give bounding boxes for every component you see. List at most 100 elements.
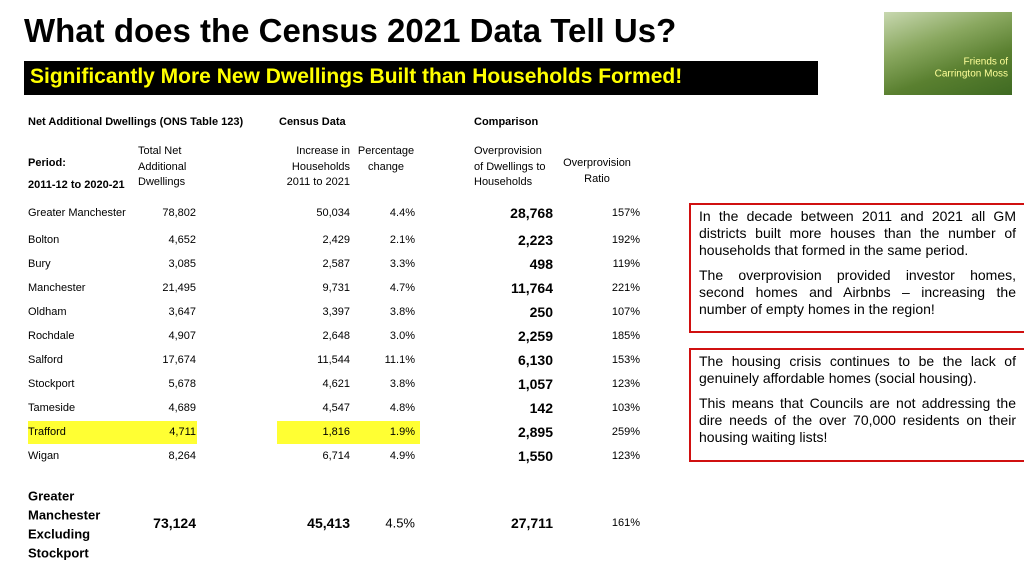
column-header: Ratio [584,172,610,185]
group-header: Census Data [279,116,346,128]
note-text: In the decade between 2011 and 2021 all … [699,208,1016,258]
cell: 28,768 [510,205,553,221]
cell: 4,689 [168,402,196,414]
column-header: Additional [138,160,187,173]
row-label: Tameside [28,402,76,414]
row-label: Salford [28,354,63,366]
cell: 157% [611,207,640,219]
note-box: In the decade between 2011 and 2021 all … [689,203,1024,333]
cell: 8,264 [168,450,196,462]
cell: 185% [611,330,640,342]
total-cell: 27,711 [510,515,553,531]
cell: 4.7% [389,282,415,294]
group-header: Net Additional Dwellings (ONS Table 123) [28,116,244,128]
cell: 1.9% [389,426,415,438]
cell: 3.8% [389,378,415,390]
cell: 119% [612,258,640,270]
cell: 1,550 [517,448,553,464]
column-header: 2011 to 2021 [286,176,350,188]
row-label: Wigan [28,450,60,462]
cell: 2,223 [517,232,553,248]
title: What does the Census 2021 Data Tell Us? [24,12,677,49]
cell: 11.1% [384,354,415,366]
note-box: The housing crisis continues to be the l… [689,348,1024,462]
total-cell: 45,413 [307,515,350,531]
note-text: This means that Councils are not address… [699,395,1016,445]
total-cell: 73,124 [153,515,196,531]
cell: 107% [611,306,640,318]
highlight [28,421,197,444]
logo-text: Carrington Moss [934,68,1008,80]
subtitle: Significantly More New Dwellings Built t… [30,65,683,88]
cell: 11,544 [317,354,350,366]
cell: 142 [529,400,553,416]
cell: 192% [611,234,640,246]
group-header: Comparison [474,116,539,128]
cell: 4.9% [389,450,415,462]
cell: 2,259 [517,328,553,344]
column-header: Period: [28,157,66,169]
row-label: Oldham [28,306,67,318]
cell: 17,674 [162,354,196,366]
cell: 50,034 [316,207,350,219]
row-label: Manchester [28,282,86,294]
column-header: Overprovision [563,157,631,169]
cell: 4.4% [389,207,415,219]
cell: 2,429 [322,234,350,246]
column-header: Households [474,176,533,188]
cell: 3,085 [168,258,196,270]
total-cell: 161% [611,517,640,529]
logo-text: Friends of [963,56,1008,68]
cell: 123% [611,378,640,390]
row-label: Rochdale [28,330,75,342]
column-header: Percentage [357,145,415,157]
cell: 1,816 [322,426,350,438]
cell: 9,731 [322,282,350,294]
row-label: Bury [28,258,51,270]
cell: 153% [611,354,640,366]
column-header: 2011-12 to 2020-21 [28,179,125,191]
cell: 3,397 [322,306,350,318]
cell: 21,495 [162,282,196,294]
cell: 5,678 [168,378,196,390]
logo [884,12,1012,95]
cell: 6,130 [517,352,553,368]
cell: 2.1% [389,234,415,246]
row-label: Greater Manchester [28,207,126,219]
row-label: Trafford [28,426,66,438]
cell: 4,907 [168,330,196,342]
row-label: Stockport [28,378,75,390]
subtitle-band [24,61,818,95]
total-label: Greater [28,488,75,504]
column-header: Households [291,160,350,173]
column-header: Total Net [138,145,182,157]
row-label: Bolton [28,234,60,246]
cell: 11,764 [510,280,553,296]
cell: 4,547 [322,402,350,414]
cell: 103% [611,402,640,414]
cell: 1,057 [517,376,553,392]
total-label: Excluding [28,526,91,542]
cell: 4,621 [322,378,350,390]
cell: 3.3% [389,258,415,270]
cell: 2,895 [517,424,553,440]
total-label: Manchester [28,507,101,523]
cell: 2,587 [322,258,350,270]
cell: 4.8% [389,402,415,414]
column-header: change [367,160,405,173]
total-cell: 4.5% [385,515,415,531]
cell: 3.8% [389,306,415,318]
note-text: The housing crisis continues to be the l… [699,353,1016,386]
cell: 6,714 [322,450,350,462]
note-text: The overprovision provided investor home… [699,267,1016,317]
cell: 498 [529,256,553,272]
total-label: Stockport [28,545,89,561]
column-header: of Dwellings to [474,160,546,173]
cell: 3,647 [168,306,196,318]
column-header: Dwellings [138,176,186,188]
cell: 221% [611,282,640,294]
highlight [277,421,420,444]
cell: 3.0% [389,330,415,342]
cell: 250 [529,304,553,320]
